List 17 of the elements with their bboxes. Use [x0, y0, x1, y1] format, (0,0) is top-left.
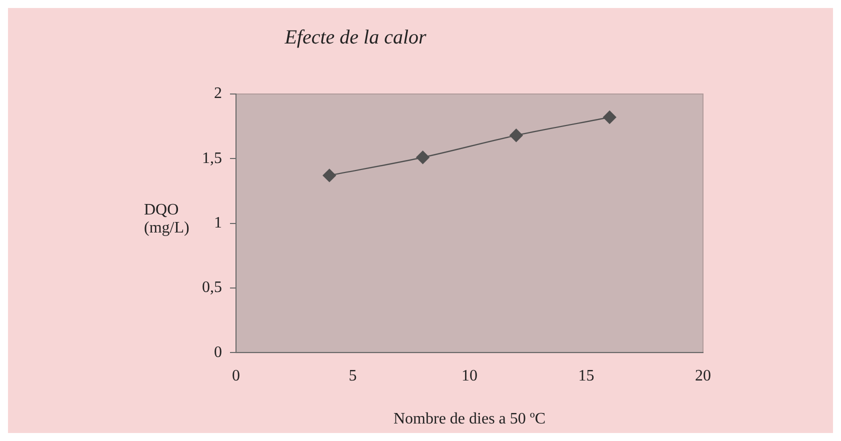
y-tick-label: 0,5	[202, 279, 222, 296]
point	[322, 168, 336, 182]
y-axis-title: DQO (mg/L)	[144, 201, 190, 236]
x-tick-label: 15	[578, 367, 594, 384]
y-tick-label: 2	[214, 85, 222, 102]
x-tick-label: 20	[695, 367, 711, 384]
chart-title: Efecte de la calor	[284, 26, 427, 48]
y-tick-label: 0	[214, 344, 222, 361]
x-axis-title: Nombre de dies a 50 ºC	[393, 410, 546, 428]
point	[416, 150, 430, 164]
x-tick-label: 5	[348, 367, 357, 384]
x-tick-label: 0	[232, 367, 240, 384]
y-tick-label: 1	[214, 214, 222, 232]
point	[603, 110, 616, 124]
point	[510, 128, 523, 142]
x-tick-label: 10	[462, 367, 478, 384]
y-tick-label: 1,5	[202, 150, 222, 167]
